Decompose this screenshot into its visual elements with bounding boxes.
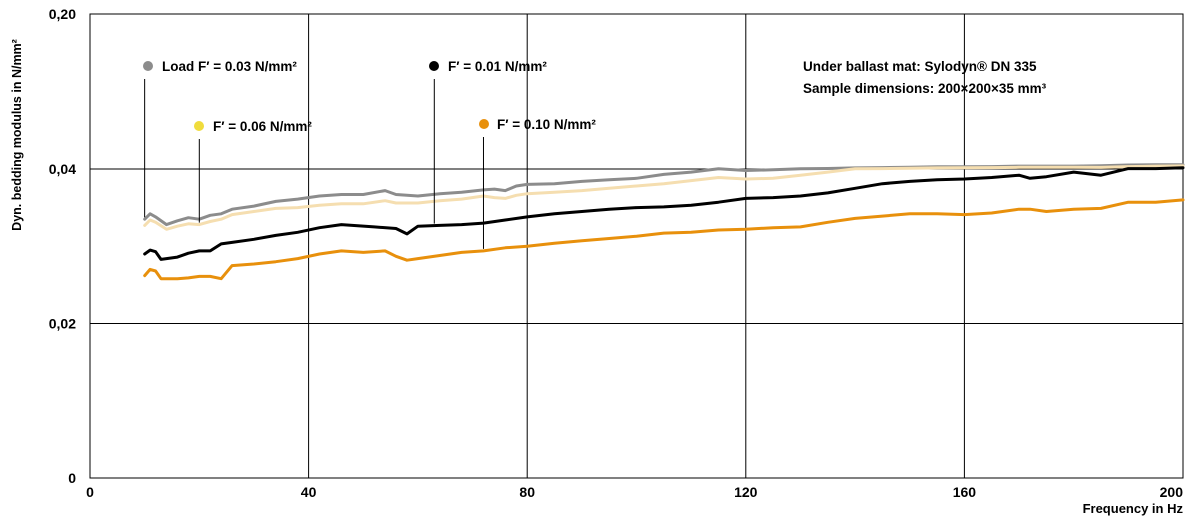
- y-tick-label-2: 0,04: [49, 161, 76, 177]
- legend-label-1: F′ = 0.01 N/mm²: [448, 59, 547, 74]
- series-layer: [143, 163, 1185, 281]
- y-tick-label-3: 0,20: [49, 6, 76, 22]
- annotation-line-2: Sample dimensions: 200×200×35 mm³: [803, 81, 1047, 96]
- legend-label-3: F′ = 0.10 N/mm²: [497, 117, 596, 132]
- x-tick-label-5: 200: [1160, 484, 1184, 500]
- legend-marker-1: [429, 61, 439, 71]
- x-tick-label-4: 160: [953, 484, 977, 500]
- y-tick-label-1: 0,02: [49, 316, 76, 332]
- series-line-3: [143, 198, 1185, 281]
- y-tick-labels: 0 0,02 0,04 0,20: [49, 6, 76, 486]
- grid-lines: [90, 14, 1183, 478]
- x-tick-label-1: 40: [301, 484, 317, 500]
- y-tick-label-0: 0: [68, 470, 76, 486]
- x-tick-label-0: 0: [86, 484, 94, 500]
- x-tick-label-3: 120: [734, 484, 758, 500]
- legend-marker-0: [143, 61, 153, 71]
- annotation-line-1: Under ballast mat: Sylodyn® DN 335: [803, 59, 1037, 74]
- x-tick-labels: 0 40 80 120 160 200: [86, 484, 1183, 500]
- plot-frame: [89, 13, 1184, 479]
- series-line-0: [143, 163, 1185, 227]
- x-axis-title: Frequency in Hz: [1083, 501, 1184, 516]
- legend-label-0: Load F′ = 0.03 N/mm²: [162, 59, 297, 74]
- legend-layer: Load F′ = 0.03 N/mm² F′ = 0.01 N/mm² F′ …: [143, 59, 596, 249]
- x-tick-label-2: 80: [519, 484, 535, 500]
- series-line-1: [143, 164, 1185, 231]
- series-line-2: [143, 166, 1185, 261]
- legend-marker-3: [479, 119, 489, 129]
- legend-marker-2: [194, 121, 204, 131]
- y-axis-title: Dyn. bedding modulus in N/mm²: [10, 39, 24, 231]
- legend-label-2: F′ = 0.06 N/mm²: [213, 119, 312, 134]
- legend-pointers: [144, 79, 484, 249]
